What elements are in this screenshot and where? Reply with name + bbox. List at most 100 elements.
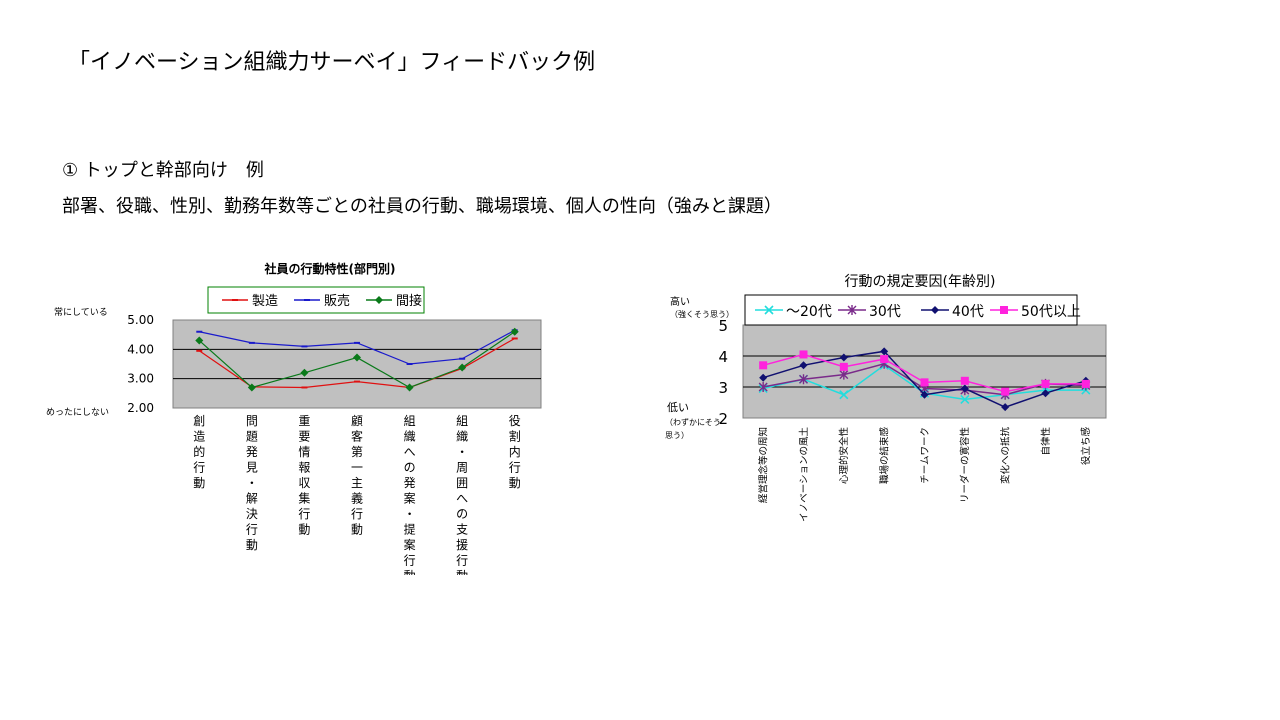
chart1-category-char: 創 — [193, 414, 205, 428]
chart1-category-char: 織 — [456, 430, 468, 444]
chart1-legend-label: 販売 — [324, 293, 350, 309]
chart1-legend: 製造 販売 間接 — [207, 286, 425, 314]
chart1-category-char: 報 — [298, 461, 310, 475]
chart1-category-char: 囲 — [456, 476, 468, 490]
chart1-category-char: 内 — [509, 445, 521, 459]
chart1-category-char: 発 — [246, 445, 258, 459]
chart2-data-point — [960, 394, 970, 404]
chart1-category-char: 顧 — [351, 413, 363, 428]
chart2-ytick-label: 4 — [718, 348, 728, 366]
chart1-data-point — [510, 327, 519, 336]
chart1-category-char: 客 — [351, 429, 363, 444]
chart1-data-point — [353, 353, 361, 362]
chart2-category-label: 役立ち感 — [1080, 427, 1092, 466]
chart1-title: 社員の行動特性(部門別) — [264, 261, 396, 276]
chart1-category-char: 動 — [351, 523, 363, 537]
chart1-plot-area — [172, 319, 542, 409]
chart1-category-char: 解 — [246, 492, 258, 506]
chart1-category-char: 収 — [298, 476, 310, 490]
chart1-category-char: 第 — [351, 445, 363, 459]
chart1-category-char: 見 — [246, 461, 258, 475]
chart1-ytick-label: 3.00 — [127, 372, 154, 386]
chart2-data-point — [1001, 387, 1010, 396]
chart2-ylabel-bottom-sub2: 思う） — [665, 431, 689, 440]
chart1-data-point — [247, 383, 256, 392]
chart2-data-point — [960, 376, 969, 385]
chart1-category-char: 援 — [456, 538, 468, 552]
chart1-category-char: 動 — [246, 538, 258, 552]
chart2-ylabel-top-sub: （強くそう思う） — [670, 309, 734, 319]
chart1-category-char: 動 — [456, 569, 468, 575]
chart2-ytick-label: 3 — [718, 379, 728, 397]
chart2-ylabel-bottom-sub1: （わずかにそう — [665, 417, 721, 427]
chart2-data-point — [799, 350, 808, 359]
chart2-data-point — [839, 390, 849, 400]
chart2-legend-marker — [764, 305, 774, 315]
chart2-legend-marker — [1000, 306, 1008, 314]
chart2-series-3 — [759, 347, 1090, 412]
chart1-category-char: 情 — [298, 445, 310, 459]
chart1-data-point — [300, 368, 309, 377]
section-description: 部署、役職、性別、勤務年数等ごとの社員の行動、職場環境、個人の性向（強みと課題） — [62, 196, 782, 217]
chart1-category-char: 行 — [351, 507, 363, 521]
chart1-category-char: 造 — [193, 430, 205, 444]
chart1-category-char: 周 — [456, 461, 468, 475]
slide-title: 「イノベーション組織力サーベイ」フィードバック例 — [68, 50, 596, 75]
chart2-category-label: 職場の結束感 — [878, 427, 890, 485]
chart1-legend-label: 間接 — [396, 293, 422, 309]
chart2-data-point — [920, 378, 929, 387]
chart2-ylabel-bottom: 低い — [667, 401, 689, 414]
chart1-category-char: ・ — [246, 476, 258, 490]
chart2-data-point — [1041, 389, 1050, 398]
chart2-ylabel-top: 高い — [670, 295, 690, 308]
chart1-category-char: 割 — [509, 429, 521, 444]
chart1-category-char: へ — [404, 445, 416, 459]
chart2-category-label: チームワーク — [920, 427, 931, 484]
section-heading: ① トップと幹部向け 例 — [62, 160, 264, 181]
chart2-data-point — [880, 355, 889, 364]
chart1-category-char: 織 — [404, 430, 416, 444]
chart2-legend-label: 40代 — [952, 304, 984, 320]
chart1-ytick-label: 5.00 — [127, 313, 154, 327]
chart1-category-char: 集 — [298, 491, 310, 506]
chart1-data-point — [195, 336, 204, 345]
chart1-category-char: 行 — [193, 461, 205, 475]
chart2-plot-area — [742, 324, 1107, 419]
chart2-data-point — [839, 369, 849, 380]
chart1-category-char: 義 — [351, 491, 363, 506]
chart1-category-char: 主 — [351, 476, 363, 490]
chart2-data-point — [759, 373, 768, 382]
chart1-ylabel-bottom: めったにしない — [46, 407, 109, 418]
chart2-category-label: 自律性 — [1040, 427, 1052, 456]
chart2-ytick-label: 2 — [718, 410, 728, 428]
chart1-category-char: 重 — [298, 414, 310, 428]
chart2-legend-marker — [931, 306, 939, 314]
chart2-category-label: 変化への抵抗 — [999, 427, 1011, 485]
chart2-data-point — [1041, 379, 1050, 388]
chart1-category-char: ・ — [404, 507, 416, 521]
chart2-data-point — [839, 362, 848, 371]
chart1-category-char: 支 — [456, 523, 468, 537]
chart1-category-char: 役 — [509, 413, 521, 428]
chart2-category-label: 経営理念等の周知 — [757, 427, 769, 503]
chart2-legend-label: ～20代 — [786, 304, 832, 320]
chart2-legend-label: 50代以上 — [1021, 304, 1081, 320]
chart1-category-char: 提 — [404, 522, 416, 537]
chart1-legend-label: 製造 — [252, 294, 278, 309]
chart2-data-point — [920, 390, 929, 399]
chart1-category-char: 案 — [404, 537, 416, 552]
chart1-series-3 — [195, 327, 519, 392]
chart1-category-char: 案 — [404, 491, 416, 506]
chart1-data-point — [405, 383, 414, 392]
chart1-category-char: 動 — [404, 569, 416, 575]
chart1-category-char: 題 — [246, 430, 258, 444]
chart2-series-4 — [759, 350, 1090, 396]
chart2-data-point — [960, 384, 969, 393]
